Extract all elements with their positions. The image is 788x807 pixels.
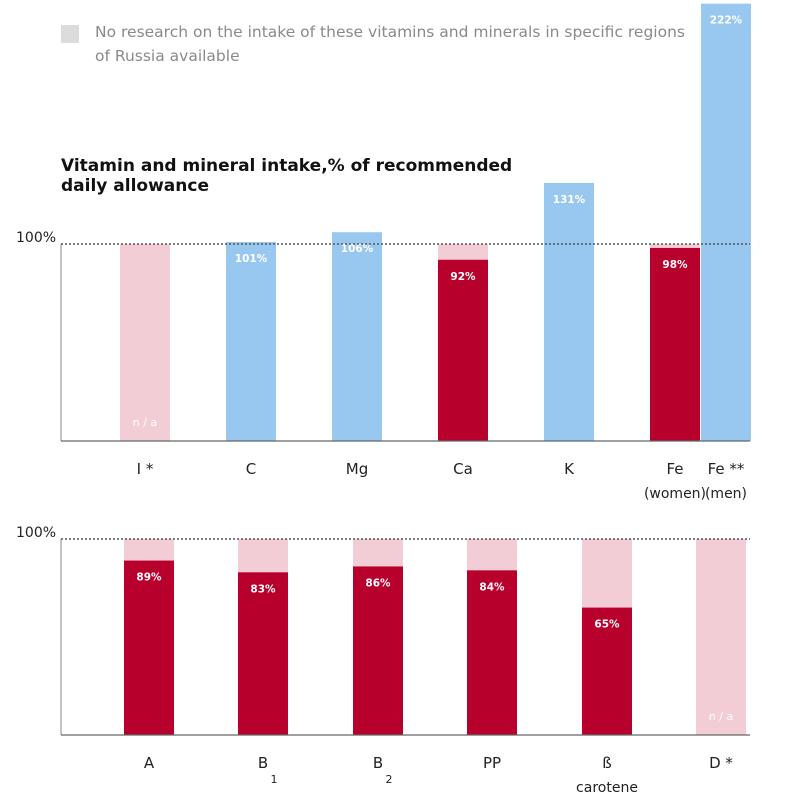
chart-title: Vitamin and mineral intake,% of recommen… bbox=[61, 156, 513, 196]
category-label: K bbox=[564, 460, 575, 478]
category-label: A bbox=[144, 754, 155, 772]
bar-value-label: 86% bbox=[365, 577, 391, 589]
bar-value-label: 83% bbox=[250, 583, 276, 595]
bar-value-label: 98% bbox=[662, 259, 688, 271]
category-sublabel: carotene bbox=[576, 780, 638, 796]
bar-value-label: 106% bbox=[341, 243, 374, 255]
bar-value-label: 131% bbox=[553, 194, 586, 206]
bar bbox=[467, 570, 517, 735]
category-sublabel: (women) bbox=[644, 486, 706, 502]
category-label: B bbox=[373, 754, 383, 772]
category-label: I * bbox=[137, 460, 154, 478]
bar bbox=[438, 259, 488, 441]
category-label: Fe bbox=[666, 460, 683, 478]
bar-value-label: 222% bbox=[710, 15, 743, 27]
category-label: Fe ** bbox=[708, 460, 745, 478]
bar-value-label: 92% bbox=[450, 271, 476, 283]
bar bbox=[124, 560, 174, 735]
bar-value-label: 84% bbox=[479, 581, 505, 593]
legend-swatch bbox=[61, 25, 79, 43]
bar-value-label: n / a bbox=[709, 710, 733, 723]
reference-line-label: 100% bbox=[16, 230, 56, 246]
category-label: Ca bbox=[453, 460, 473, 478]
bar bbox=[701, 3, 751, 441]
category-subscript: 1 bbox=[271, 773, 278, 786]
category-sublabel: (men) bbox=[705, 486, 747, 502]
bar-value-label: n / a bbox=[133, 416, 157, 429]
legend-label: No research on the intake of these vitam… bbox=[95, 23, 685, 65]
bar bbox=[582, 607, 632, 735]
bar bbox=[238, 572, 288, 735]
bar-value-label: 65% bbox=[594, 619, 620, 631]
bar-background bbox=[120, 244, 170, 441]
category-label: D * bbox=[709, 754, 733, 772]
bar bbox=[226, 242, 276, 441]
bar bbox=[332, 232, 382, 441]
category-label: Mg bbox=[346, 460, 368, 478]
bar-value-label: 101% bbox=[235, 253, 268, 265]
category-subscript: 2 bbox=[386, 773, 393, 786]
bar-background bbox=[696, 539, 746, 735]
bar bbox=[544, 182, 594, 441]
bar bbox=[353, 566, 403, 735]
category-label: B bbox=[258, 754, 268, 772]
category-label: ß bbox=[602, 754, 611, 772]
bar-value-label: 89% bbox=[136, 572, 162, 584]
category-label: C bbox=[246, 460, 256, 478]
bar bbox=[650, 247, 700, 441]
category-label: PP bbox=[483, 754, 501, 772]
reference-line-label: 100% bbox=[16, 525, 56, 541]
